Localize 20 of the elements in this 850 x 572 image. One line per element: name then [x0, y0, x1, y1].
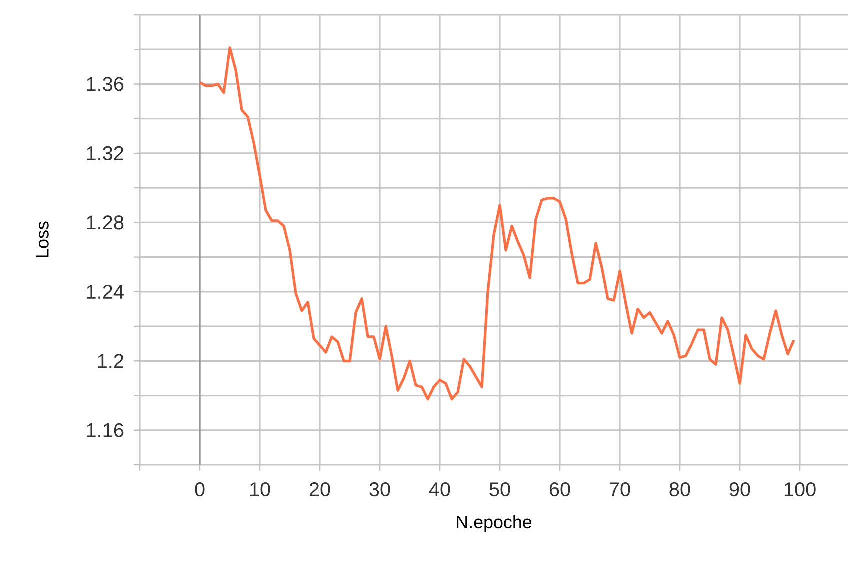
y-tick-label: 1.16 — [87, 423, 124, 438]
x-tick-label: 80 — [670, 482, 690, 497]
x-tick-label: 50 — [490, 482, 510, 497]
x-tick-label: 100 — [784, 482, 816, 497]
x-tick-label: 60 — [550, 482, 570, 497]
y-tick-label: 1.28 — [87, 216, 124, 230]
x-tick-label: 20 — [310, 482, 330, 497]
x-tick-label: 30 — [370, 482, 390, 497]
x-tick-label: 70 — [610, 482, 630, 497]
y-axis-title: Loss — [36, 222, 49, 258]
y-tick-label: 1.32 — [87, 146, 124, 161]
y-tick-label: 1.24 — [87, 284, 124, 299]
x-tick-label: 10 — [250, 482, 270, 497]
x-tick-label: 0 — [195, 482, 205, 497]
x-tick-label: 90 — [730, 482, 750, 497]
x-tick-label: 40 — [429, 482, 450, 497]
x-axis-title: N.epoche — [457, 515, 532, 532]
y-tick-label: 1.36 — [87, 77, 124, 92]
y-tick-label: 1.2 — [98, 354, 124, 368]
line-series — [198, 46, 796, 401]
